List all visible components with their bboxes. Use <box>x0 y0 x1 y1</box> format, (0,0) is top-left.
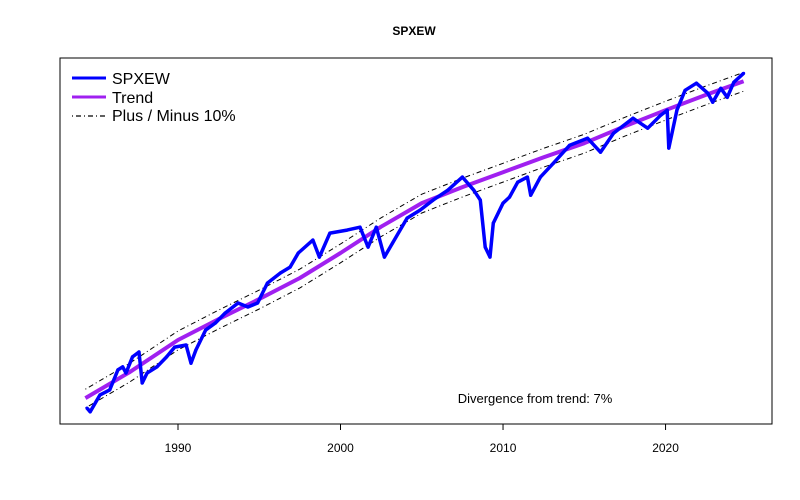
spxew-point <box>551 161 556 165</box>
spxew-point <box>382 255 386 259</box>
spxew-point <box>418 208 422 212</box>
divergence-annotation: Divergence from trend: 7% <box>458 391 613 406</box>
spxew-point <box>246 305 250 309</box>
legend-label-trend: Trend <box>112 90 153 107</box>
legend: SPXEW Trend Plus / Minus 10% <box>72 71 236 125</box>
spxew-point <box>491 221 495 225</box>
spxew-point <box>665 108 669 112</box>
spxew-point <box>732 80 736 84</box>
spxew-point <box>85 406 89 410</box>
spxew-point <box>140 381 144 385</box>
chart-title: SPXEW <box>392 24 436 38</box>
spxew-point <box>516 180 520 184</box>
spxew-point <box>585 136 590 140</box>
x-tick-label: 1990 <box>165 441 192 455</box>
spxew-point <box>646 126 650 130</box>
x-tick-label: 2000 <box>327 441 354 455</box>
spxew-point <box>446 188 450 192</box>
trend-layer <box>84 79 745 400</box>
spxew-point <box>431 198 435 202</box>
spxew-point <box>184 343 188 347</box>
x-tick-label: 2020 <box>652 441 679 455</box>
spxew-point <box>236 301 240 305</box>
spxew-point <box>194 348 198 352</box>
band-upper-line <box>85 71 744 390</box>
spxew-point <box>667 146 671 150</box>
spxew-point <box>460 175 464 179</box>
spxew-point <box>538 175 543 179</box>
spxew-point <box>366 245 370 249</box>
spxew-point <box>121 365 125 369</box>
spxew-point <box>611 131 616 135</box>
spxew-point <box>706 91 710 95</box>
spxew-point <box>501 201 505 205</box>
spxew-point <box>675 108 679 112</box>
spxew-point <box>311 238 315 242</box>
spxew-point <box>525 175 530 179</box>
legend-label-spxew: SPXEW <box>112 71 171 88</box>
spxew-point <box>204 328 208 332</box>
spxew-point <box>345 228 349 232</box>
spxew-point <box>223 311 227 315</box>
band-lower-line <box>85 90 744 409</box>
x-axis: 1990 2000 2010 2020 <box>165 424 679 455</box>
spxew-point <box>145 371 149 375</box>
spxew-point <box>317 255 321 259</box>
spxew-point <box>478 198 482 202</box>
spxew-point <box>288 265 292 269</box>
spxew-point <box>568 143 572 147</box>
spxew-point <box>98 393 102 397</box>
spxew-point <box>265 281 269 285</box>
spxew-point <box>472 188 476 192</box>
band-layer <box>85 71 744 409</box>
spxew-point <box>694 81 699 85</box>
spxew-point <box>598 150 603 154</box>
spxew-point <box>405 216 409 220</box>
spxew-point <box>374 225 378 229</box>
spxew-point <box>659 113 663 117</box>
spxew-point <box>725 95 729 99</box>
spxew-point <box>124 371 128 375</box>
spxew-point <box>88 410 92 414</box>
spxew-point <box>165 355 169 359</box>
spxew-point <box>137 350 141 354</box>
spxew-point <box>116 368 120 372</box>
spxew-point <box>130 355 135 359</box>
spxew-point <box>358 225 362 229</box>
spxew-point <box>278 271 282 275</box>
plot-frame <box>59 57 773 425</box>
x-tick-label: 2010 <box>490 441 517 455</box>
spxew-point <box>507 195 512 199</box>
spxew-point <box>256 301 260 305</box>
spxew-point <box>108 388 112 392</box>
spxew-point <box>296 251 300 255</box>
spxew-point <box>483 245 487 249</box>
spxew-point <box>683 88 687 92</box>
spxew-point <box>488 255 492 259</box>
series-layer <box>85 71 746 414</box>
trend-line <box>84 79 745 400</box>
legend-label-band: Plus / Minus 10% <box>112 108 236 125</box>
spxew-point <box>529 193 533 197</box>
spxew-point <box>155 365 159 369</box>
spxew-point <box>742 71 746 75</box>
spxew-point <box>390 241 395 245</box>
spxew-point <box>328 231 332 235</box>
spxew-point <box>173 345 177 349</box>
spxew-point <box>631 116 635 120</box>
spxew-point <box>213 321 217 325</box>
spxew-point <box>719 86 723 90</box>
spxew-point <box>711 100 715 104</box>
spxew-point <box>189 361 193 365</box>
